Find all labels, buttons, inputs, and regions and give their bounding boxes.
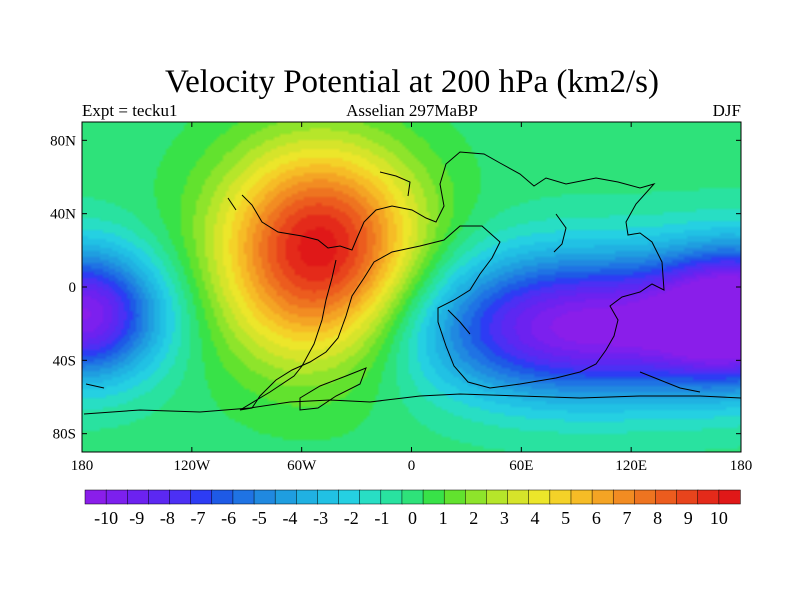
period-label: Asselian 297MaBP bbox=[346, 101, 478, 120]
island-chain-5 bbox=[85, 383, 105, 389]
colorbar-swatch bbox=[148, 489, 171, 505]
colorbar-label: -8 bbox=[160, 508, 175, 528]
colorbar-label: 4 bbox=[531, 508, 540, 528]
colorbar-swatch bbox=[359, 489, 382, 505]
colorbar-label: 6 bbox=[592, 508, 601, 528]
season-label: DJF bbox=[713, 101, 741, 120]
colorbar-label: -6 bbox=[221, 508, 236, 528]
colorbar-label: 7 bbox=[622, 508, 631, 528]
x-axis: 180 120W 60W 0 60E 120E 180 bbox=[71, 122, 753, 474]
antarctic-coastline bbox=[83, 393, 741, 415]
colorbar-swatch bbox=[634, 489, 657, 505]
x-tick-label: 120W bbox=[173, 458, 211, 474]
colorbar-swatch bbox=[570, 489, 593, 505]
x-tick-label: 180 bbox=[71, 458, 94, 474]
island-chain-2 bbox=[447, 309, 471, 335]
island-chain-6 bbox=[227, 197, 237, 211]
colorbar-swatch bbox=[127, 489, 150, 505]
colorbar-label: -2 bbox=[344, 508, 359, 528]
colorbar-label: -7 bbox=[191, 508, 206, 528]
island-chain-4 bbox=[639, 371, 701, 393]
x-tick-label: 0 bbox=[408, 458, 416, 474]
colorbar-swatch bbox=[697, 489, 720, 505]
colorbar-label: 8 bbox=[653, 508, 662, 528]
colorbar: -10 -9 -8 -7 -6 -5 -4 -3 -2 -1 0 1 2 3 4 5 6 7 8 9 10 bbox=[84, 489, 741, 528]
y-tick-label: 0 bbox=[69, 280, 77, 296]
colorbar-swatch bbox=[549, 489, 572, 505]
x-tick-label: 120E bbox=[615, 458, 647, 474]
chart-title: Velocity Potential at 200 hPa (km2/s) bbox=[165, 64, 659, 100]
colorbar-label: -5 bbox=[252, 508, 267, 528]
colorbar-swatch bbox=[190, 489, 213, 505]
y-tick-label: 80N bbox=[50, 133, 76, 149]
plot-area bbox=[81, 121, 742, 453]
colorbar-swatch bbox=[317, 489, 340, 505]
island-chain-1 bbox=[553, 213, 567, 253]
y-tick-label: 80S bbox=[53, 427, 76, 443]
colorbar-label: 5 bbox=[561, 508, 570, 528]
y-tick-label: 40S bbox=[53, 353, 76, 369]
x-tick-label: 60W bbox=[287, 458, 317, 474]
colorbar-label: 0 bbox=[408, 508, 417, 528]
colorbar-swatch bbox=[401, 489, 424, 505]
colorbar-swatch bbox=[528, 489, 551, 505]
colorbar-swatch bbox=[380, 489, 403, 505]
x-tick-label: 60E bbox=[509, 458, 533, 474]
colorbar-swatch bbox=[443, 489, 466, 505]
colorbar-swatch bbox=[274, 489, 297, 505]
colorbar-swatch bbox=[676, 489, 699, 505]
y-axis: 80N 40N 0 40S 80S bbox=[50, 133, 741, 443]
colorbar-label: -10 bbox=[94, 508, 118, 528]
pangea-coastline bbox=[239, 151, 665, 411]
colorbar-label: -9 bbox=[129, 508, 144, 528]
colorbar-swatch bbox=[253, 489, 276, 505]
colorbar-label: -3 bbox=[313, 508, 328, 528]
colorbar-swatch bbox=[211, 489, 234, 505]
colorbar-swatch bbox=[486, 489, 509, 505]
colorbar-swatch bbox=[422, 489, 445, 505]
colorbar-label: 9 bbox=[684, 508, 693, 528]
experiment-label: Expt = tecku1 bbox=[82, 101, 178, 120]
colorbar-swatch bbox=[232, 489, 255, 505]
colorbar-label: 2 bbox=[469, 508, 478, 528]
colorbar-label: -4 bbox=[282, 508, 297, 528]
colorbar-swatch bbox=[296, 489, 319, 505]
southern-landmass-coastline bbox=[299, 367, 367, 411]
colorbar-label: 10 bbox=[710, 508, 728, 528]
colorbar-swatch bbox=[591, 489, 614, 505]
island-chain-3 bbox=[379, 171, 411, 197]
colorbar-swatch bbox=[718, 489, 741, 505]
colorbar-swatch bbox=[84, 489, 107, 505]
colorbar-label: -1 bbox=[374, 508, 389, 528]
colorbar-label: 3 bbox=[500, 508, 509, 528]
colorbar-swatch bbox=[105, 489, 128, 505]
colorbar-swatch bbox=[169, 489, 192, 505]
colorbar-swatch bbox=[465, 489, 488, 505]
coastlines bbox=[83, 151, 741, 415]
velocity-potential-field bbox=[82, 122, 741, 452]
colorbar-swatch bbox=[507, 489, 530, 505]
colorbar-swatch bbox=[655, 489, 678, 505]
y-tick-label: 40N bbox=[50, 207, 76, 223]
colorbar-swatch bbox=[338, 489, 361, 505]
colorbar-label: 1 bbox=[439, 508, 448, 528]
colorbar-swatch bbox=[612, 489, 636, 505]
x-tick-label: 180 bbox=[730, 458, 753, 474]
